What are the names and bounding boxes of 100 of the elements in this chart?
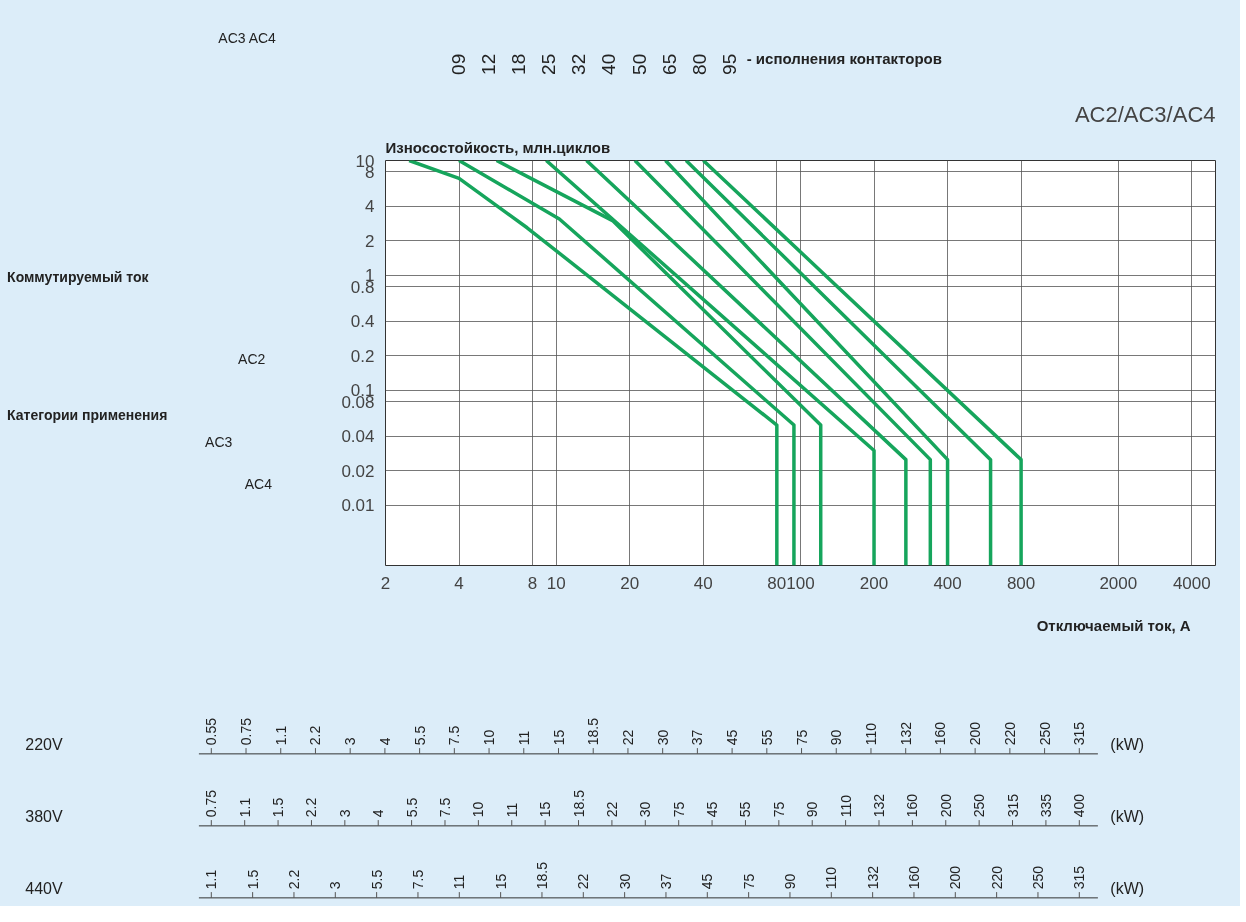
text: 7.5 <box>409 869 426 890</box>
text: 18.5 <box>533 861 550 890</box>
text: 315 <box>1071 865 1088 890</box>
text: (kW) <box>1110 808 1145 825</box>
text: 22 <box>619 729 636 746</box>
text: 2.2 <box>285 869 302 890</box>
text: 220V <box>25 736 63 753</box>
text: 37 <box>657 873 674 890</box>
text: 30 <box>616 873 633 890</box>
text: 200 <box>967 721 984 746</box>
x-tick-label: 4 <box>454 573 464 593</box>
text: 1.5 <box>270 797 287 818</box>
text: 15 <box>492 873 509 890</box>
text: 400 <box>1071 793 1088 818</box>
x-tick-label: 100 <box>786 573 815 593</box>
text: 75 <box>770 801 787 818</box>
y-tick-label: 4 <box>365 197 375 217</box>
text: 11 <box>503 802 520 818</box>
text: 3 <box>327 881 344 890</box>
text: 55 <box>737 801 754 818</box>
text: 160 <box>905 865 922 890</box>
x-tick-label: 4000 <box>1172 573 1211 593</box>
text: 5.5 <box>411 725 428 746</box>
text: 3 <box>342 737 359 746</box>
text: 220 <box>988 865 1005 890</box>
chart-title: AC2/AC3/AC4 <box>1074 101 1216 127</box>
x-tick-label: 2000 <box>1099 573 1138 593</box>
text: 335 <box>1037 793 1054 818</box>
text: 160 <box>904 793 921 818</box>
text: 45 <box>724 729 741 746</box>
text: 75 <box>670 801 687 818</box>
text: 110 <box>837 794 854 818</box>
text: 1.1 <box>272 725 289 746</box>
text: AC3 <box>205 434 233 451</box>
x-axis-title: Отключаемый ток, А <box>1036 617 1191 634</box>
x-tick-label: 80 <box>767 573 787 593</box>
text: 15 <box>537 801 554 818</box>
text: (kW) <box>1110 736 1145 753</box>
y-tick-label: 0.02 <box>341 461 375 481</box>
text: 110 <box>862 722 879 746</box>
text: 3 <box>336 809 353 818</box>
text: 95 <box>718 53 740 75</box>
text: 50 <box>628 53 650 75</box>
text: 250 <box>1029 865 1046 890</box>
text: 10 <box>481 729 498 746</box>
text: 22 <box>575 873 592 890</box>
text: 1.5 <box>244 869 261 890</box>
text: 40 <box>598 53 620 75</box>
text: 18.5 <box>585 717 602 746</box>
text: 75 <box>793 729 810 746</box>
text: 5.5 <box>368 869 385 890</box>
y-tick-label: 0.01 <box>341 496 375 516</box>
x-tick-label: 2 <box>380 573 391 593</box>
x-tick-label: 20 <box>620 573 640 593</box>
y-tick-label: 0.04 <box>341 427 375 447</box>
x-tick-label: 800 <box>1006 573 1036 593</box>
x-tick-label: 200 <box>859 573 889 593</box>
text: 440V <box>25 880 63 897</box>
text: 200 <box>937 793 954 818</box>
text: 250 <box>971 793 988 818</box>
text: AC2 <box>238 351 266 368</box>
text: AC4 <box>244 475 273 492</box>
y-tick-label: 0.2 <box>350 346 375 366</box>
text: 1.1 <box>236 797 253 818</box>
text: 65 <box>658 53 680 75</box>
text: 7.5 <box>446 725 463 746</box>
x-tick-label: 400 <box>933 573 962 593</box>
y-tick-label: 2 <box>365 231 375 251</box>
text: 132 <box>897 721 914 746</box>
text: 32 <box>568 53 590 75</box>
text: 160 <box>932 721 949 746</box>
text: 90 <box>804 801 821 818</box>
text: 110 <box>823 866 840 890</box>
text: 12 <box>478 53 500 75</box>
text: 0.75 <box>203 789 220 818</box>
text: (kW) <box>1110 880 1145 897</box>
text: 90 <box>828 729 845 746</box>
text: 30 <box>637 801 654 818</box>
text: AC3 AC4 <box>218 30 277 47</box>
text: 0.75 <box>238 717 255 746</box>
text: 315 <box>1004 793 1021 818</box>
text: 18.5 <box>570 789 587 818</box>
x-tick-label: 40 <box>693 573 713 593</box>
text: 45 <box>704 801 721 818</box>
text: 90 <box>781 873 798 890</box>
y-tick-label: 0.4 <box>350 312 375 332</box>
text: 132 <box>870 793 887 818</box>
text: 132 <box>864 865 881 890</box>
text: 1.1 <box>203 869 220 890</box>
text: 09 <box>447 53 469 75</box>
text: 80 <box>688 53 710 75</box>
text: 30 <box>654 729 671 746</box>
text: 220 <box>1001 721 1018 746</box>
text: 15 <box>550 729 567 746</box>
text: 2.2 <box>303 797 320 818</box>
text: 55 <box>758 729 775 746</box>
text: Категории применения <box>7 406 168 423</box>
text: 11 <box>451 874 468 890</box>
text: 380V <box>25 808 63 825</box>
text: 18 <box>508 53 530 75</box>
